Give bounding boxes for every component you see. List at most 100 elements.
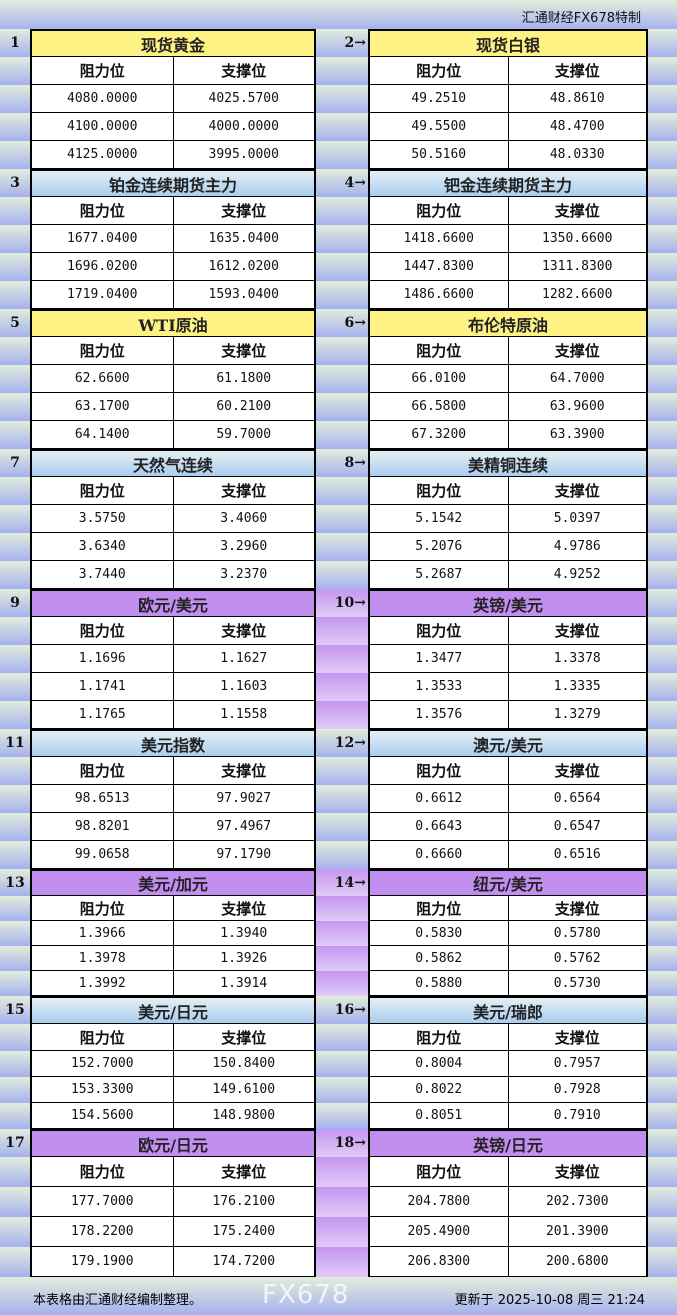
block-number-arrow: 16→ <box>316 996 368 1024</box>
level-row: 0.5830 0.5780 <box>368 921 648 946</box>
side-strip <box>648 85 677 113</box>
grid-row: 7 天然气连续 8→ 美精铜连续 <box>0 449 677 477</box>
block-number-arrow <box>316 533 368 561</box>
instrument-title: 英镑/美元 <box>370 591 646 616</box>
row-number <box>0 946 30 971</box>
row-number <box>0 813 30 841</box>
side-strip <box>648 869 677 896</box>
column-header-row: 阻力位 支撑位 <box>368 617 648 645</box>
level-row: 5.2687 4.9252 <box>368 561 648 589</box>
resistance-value: 0.8051 <box>370 1103 508 1128</box>
support-value: 1.3914 <box>172 971 314 995</box>
row-number: 17 <box>0 1129 30 1157</box>
level-row: 3.7440 3.2370 <box>30 561 316 589</box>
level-row: 0.8051 0.7910 <box>368 1103 648 1129</box>
row-number <box>0 141 30 169</box>
row-number <box>0 393 30 421</box>
instrument-title-row: 铂金连续期货主力 <box>30 169 316 197</box>
support-header: 支撑位 <box>172 896 314 920</box>
support-header: 支撑位 <box>172 197 314 224</box>
grid-row: 4125.0000 3995.0000 50.5160 48.0330 <box>0 141 677 169</box>
side-strip <box>648 281 677 309</box>
side-strip <box>648 57 677 85</box>
block-number-arrow <box>316 1051 368 1077</box>
support-value: 0.7910 <box>507 1103 646 1128</box>
grid-row: 13 美元/加元 14→ 纽元/美元 <box>0 869 677 896</box>
resistance-value: 62.6600 <box>32 365 173 392</box>
side-strip <box>648 393 677 421</box>
row-number <box>0 757 30 785</box>
row-number <box>0 57 30 85</box>
grid-row: 63.1700 60.2100 66.5800 63.9600 <box>0 393 677 421</box>
resistance-value: 5.2076 <box>370 533 508 560</box>
column-header-row: 阻力位 支撑位 <box>368 337 648 365</box>
support-value: 200.6800 <box>507 1247 646 1276</box>
grid-row: 15 美元/日元 16→ 美元/瑞郎 <box>0 996 677 1024</box>
support-value: 150.8400 <box>172 1051 314 1076</box>
support-value: 1350.6600 <box>507 225 646 252</box>
resistance-value: 0.5880 <box>370 971 508 995</box>
resistance-value: 5.1542 <box>370 505 508 532</box>
resistance-header: 阻力位 <box>370 197 508 224</box>
instrument-title: 钯金连续期货主力 <box>370 171 646 196</box>
grid-row: 177.7000 176.2100 204.7800 202.7300 <box>0 1187 677 1217</box>
resistance-header: 阻力位 <box>370 617 508 644</box>
resistance-value: 3.6340 <box>32 533 173 560</box>
support-value: 48.0330 <box>507 141 646 168</box>
side-strip <box>648 141 677 169</box>
resistance-value: 1.3533 <box>370 673 508 700</box>
level-row: 66.5800 63.9600 <box>368 393 648 421</box>
resistance-header: 阻力位 <box>32 1024 173 1050</box>
grid-row: 1.1741 1.1603 1.3533 1.3335 <box>0 673 677 701</box>
column-header-row: 阻力位 支撑位 <box>30 617 316 645</box>
block-number-arrow <box>316 477 368 505</box>
row-number <box>0 1247 30 1277</box>
resistance-value: 1.1765 <box>32 701 173 728</box>
resistance-value: 179.1900 <box>32 1247 173 1276</box>
support-header: 支撑位 <box>507 1157 646 1186</box>
level-row: 206.8300 200.6800 <box>368 1247 648 1277</box>
side-strip <box>648 29 677 57</box>
resistance-value: 0.6643 <box>370 813 508 840</box>
grid-row: 阻力位 支撑位 阻力位 支撑位 <box>0 617 677 645</box>
block-number-arrow: 2→ <box>316 29 368 57</box>
level-row: 0.6643 0.6547 <box>368 813 648 841</box>
side-strip <box>648 1024 677 1051</box>
resistance-value: 98.8201 <box>32 813 173 840</box>
footer: 本表格由汇通财经编制整理。 FX678 更新于 2025-10-08 周三 21… <box>0 1277 677 1315</box>
row-number <box>0 645 30 673</box>
resistance-value: 152.7000 <box>32 1051 173 1076</box>
side-strip <box>648 1217 677 1247</box>
instrument-title: 美元指数 <box>32 731 314 756</box>
row-number: 11 <box>0 729 30 757</box>
side-strip <box>648 673 677 701</box>
grid-row: 1696.0200 1612.0200 1447.8300 1311.8300 <box>0 253 677 281</box>
column-header-row: 阻力位 支撑位 <box>368 57 648 85</box>
level-row: 63.1700 60.2100 <box>30 393 316 421</box>
column-header-row: 阻力位 支撑位 <box>368 1157 648 1187</box>
column-header-row: 阻力位 支撑位 <box>30 1024 316 1051</box>
level-row: 0.6660 0.6516 <box>368 841 648 869</box>
resistance-value: 154.5600 <box>32 1103 173 1128</box>
grid-row: 4080.0000 4025.5700 49.2510 48.8610 <box>0 85 677 113</box>
resistance-header: 阻力位 <box>370 337 508 364</box>
side-strip <box>648 421 677 449</box>
row-number <box>0 225 30 253</box>
support-value: 1.3335 <box>507 673 646 700</box>
row-number <box>0 197 30 225</box>
level-row: 1.3576 1.3279 <box>368 701 648 729</box>
support-value: 174.7200 <box>172 1247 314 1276</box>
resistance-value: 1.1741 <box>32 673 173 700</box>
block-number-arrow <box>316 946 368 971</box>
side-strip <box>648 1157 677 1187</box>
resistance-header: 阻力位 <box>370 757 508 784</box>
grid-row: 179.1900 174.7200 206.8300 200.6800 <box>0 1247 677 1277</box>
level-row: 49.5500 48.4700 <box>368 113 648 141</box>
level-row: 66.0100 64.7000 <box>368 365 648 393</box>
column-header-row: 阻力位 支撑位 <box>30 57 316 85</box>
instrument-title-row: 美元/加元 <box>30 869 316 896</box>
row-number: 9 <box>0 589 30 617</box>
resistance-value: 63.1700 <box>32 393 173 420</box>
row-number: 5 <box>0 309 30 337</box>
support-header: 支撑位 <box>507 896 646 920</box>
